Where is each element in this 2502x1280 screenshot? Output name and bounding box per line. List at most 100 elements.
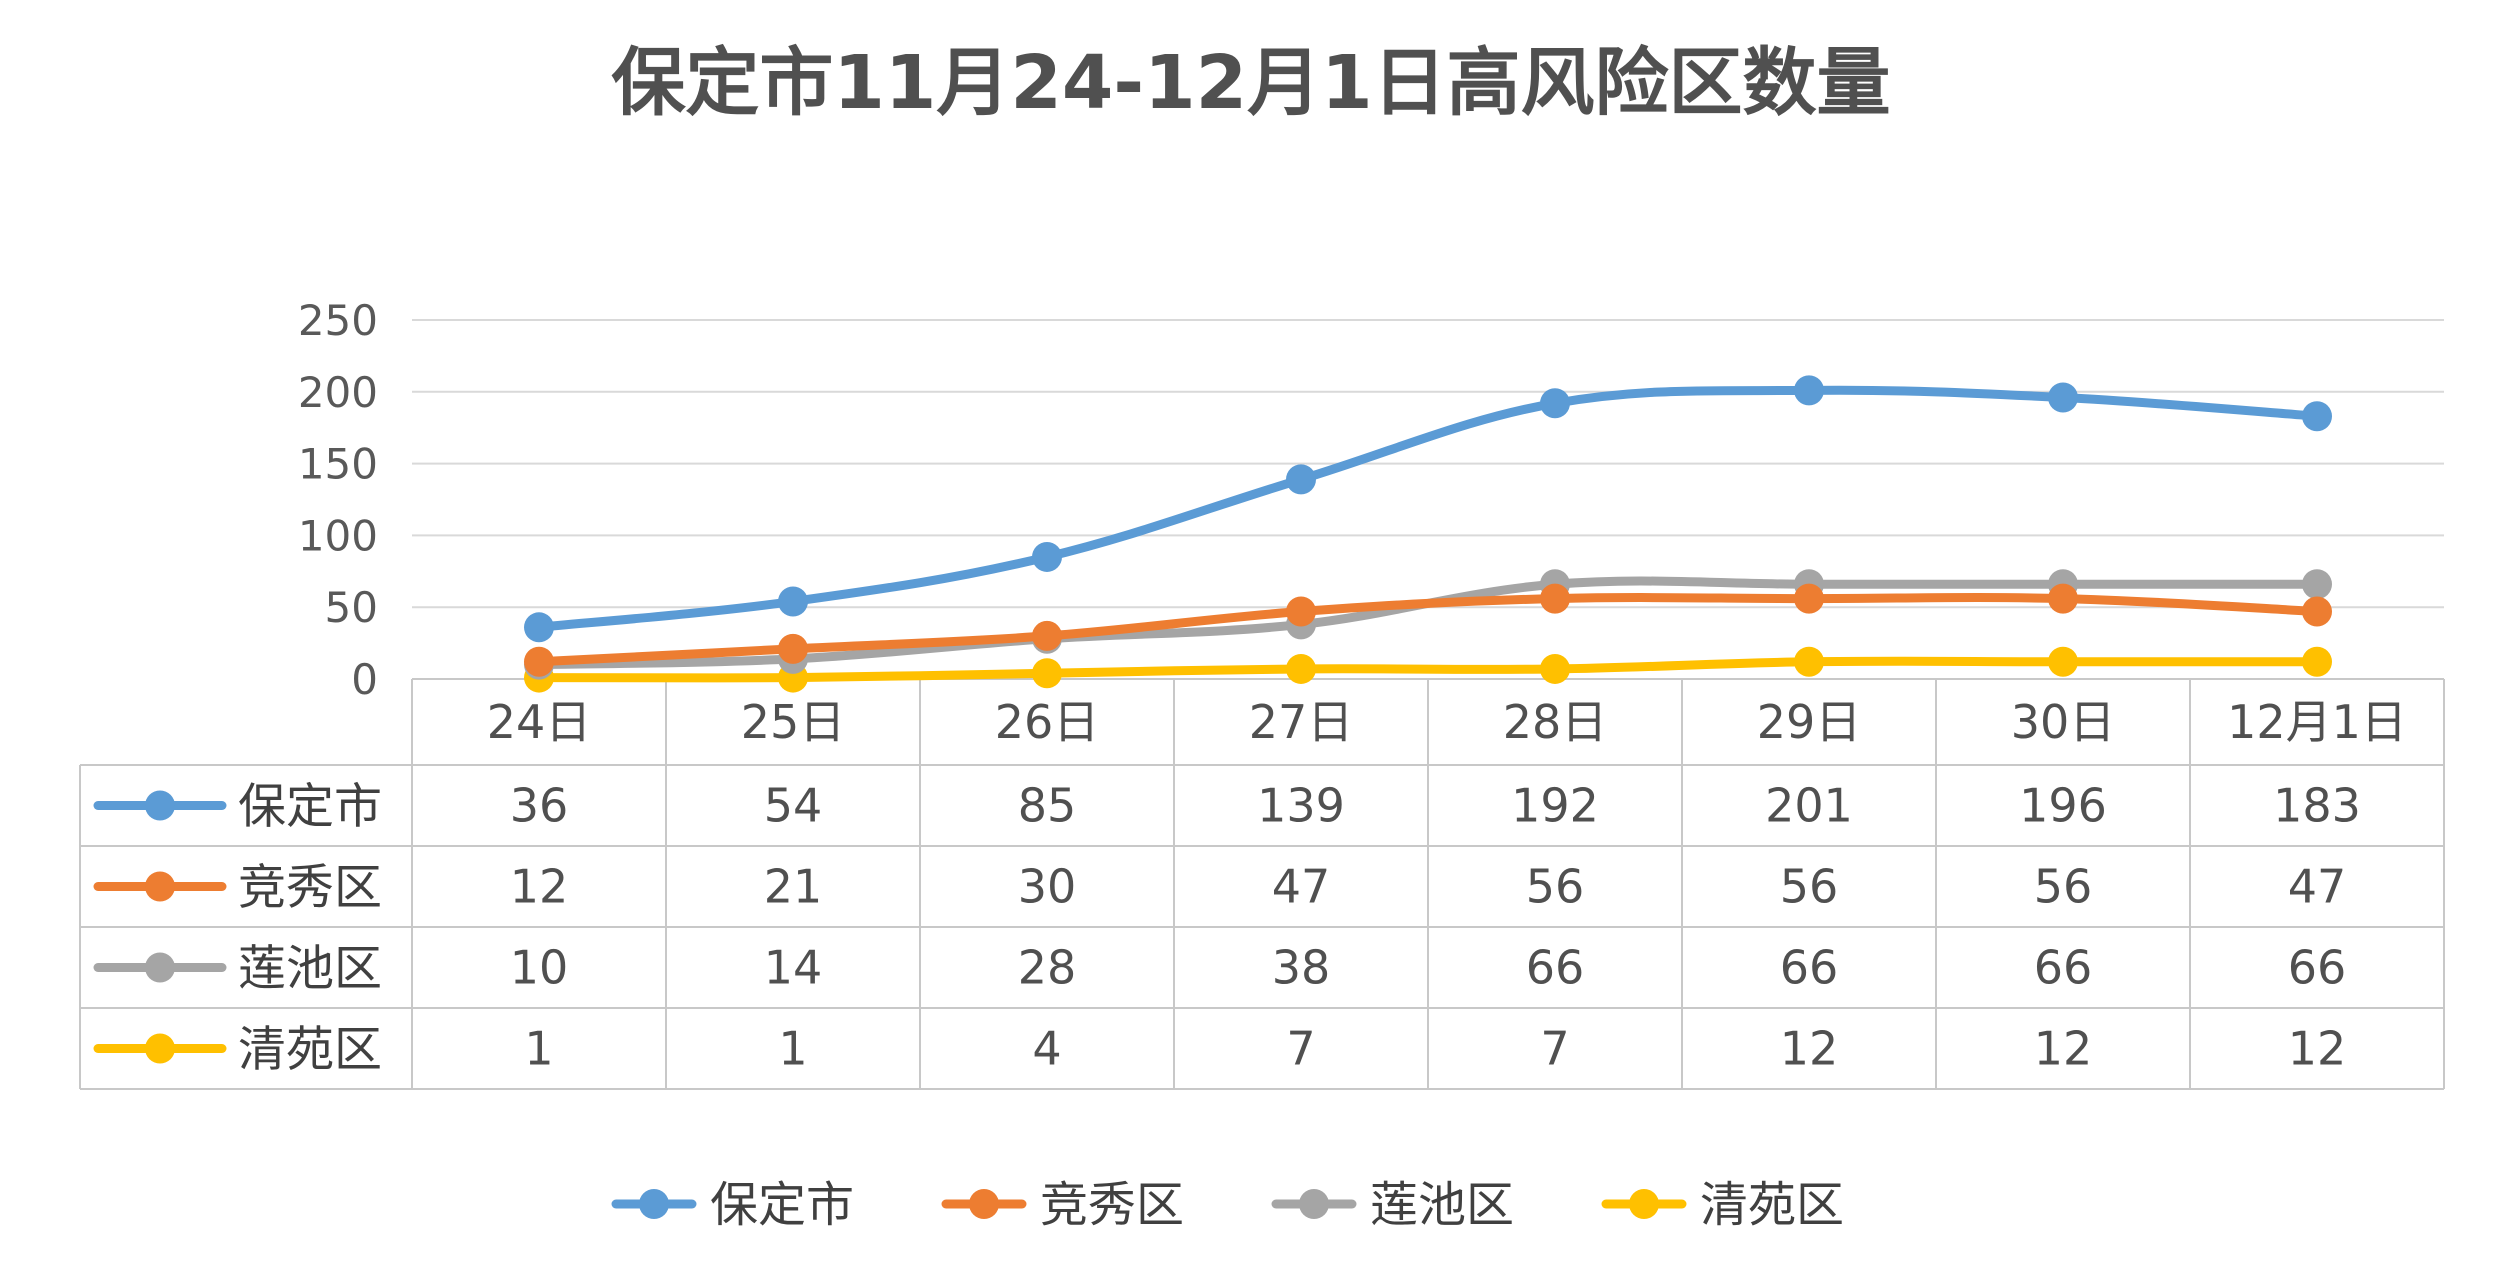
x-tick-label: 28日 (1503, 695, 1608, 749)
legend-label: 竞秀区 (1040, 1177, 1184, 1233)
data-point (2048, 583, 2078, 614)
data-cell: 21 (764, 860, 823, 914)
data-point (1540, 583, 1570, 614)
legend-item: 莲池区 (1271, 1177, 1514, 1233)
data-cell: 1 (524, 1022, 553, 1076)
data-cell: 14 (764, 941, 823, 995)
legend-key-marker (1629, 1189, 1659, 1219)
data-point (2048, 646, 2078, 677)
data-cell: 196 (2019, 779, 2107, 833)
data-cell: 47 (1272, 860, 1331, 914)
y-tick-label: 50 (325, 583, 378, 632)
series-line (534, 385, 2322, 632)
y-tick-label: 0 (351, 655, 378, 704)
row-legend-key-marker (145, 952, 175, 983)
data-cell: 7 (1286, 1022, 1315, 1076)
data-point (1032, 541, 1062, 572)
series-line (534, 656, 2322, 683)
data-cell: 7 (1540, 1022, 1569, 1076)
series-line (534, 593, 2322, 667)
data-point (1286, 653, 1316, 684)
data-cell: 56 (1526, 860, 1585, 914)
row-legend-key-marker (145, 871, 175, 902)
data-cell: 12 (510, 860, 569, 914)
data-cell: 12 (2288, 1022, 2347, 1076)
data-point (1286, 596, 1316, 627)
x-tick-label: 12月1日 (2227, 695, 2407, 749)
legend-label: 莲池区 (1370, 1177, 1514, 1233)
row-series-label: 莲池区 (238, 941, 382, 997)
data-point (2302, 646, 2332, 677)
x-tick-label: 26日 (995, 695, 1100, 749)
y-tick-label: 150 (298, 440, 378, 489)
data-cell: 36 (510, 779, 569, 833)
row-legend-key-marker (145, 790, 175, 821)
y-tick-label: 250 (298, 296, 378, 345)
y-tick-label: 100 (298, 511, 378, 560)
data-cell: 56 (1780, 860, 1839, 914)
legend-item: 清苑区 (1601, 1177, 1844, 1233)
data-point (524, 646, 554, 677)
legend-label: 保定市 (710, 1177, 854, 1233)
x-tick-label: 27日 (1249, 695, 1354, 749)
data-cell: 54 (764, 779, 823, 833)
gridlines (412, 319, 2444, 609)
data-point (2048, 382, 2078, 413)
x-tick-label: 25日 (741, 695, 846, 749)
data-cell: 66 (2288, 941, 2347, 995)
data-point (1286, 464, 1316, 495)
data-cell: 183 (2273, 779, 2361, 833)
data-cell: 192 (1511, 779, 1599, 833)
x-tick-label: 30日 (2011, 695, 2116, 749)
data-point (1794, 583, 1824, 614)
data-cell: 12 (2034, 1022, 2093, 1076)
data-point (1540, 653, 1570, 684)
data-point (524, 612, 554, 643)
x-tick-label: 29日 (1757, 695, 1862, 749)
data-point (1032, 658, 1062, 689)
data-cell: 66 (1780, 941, 1839, 995)
data-point (2302, 596, 2332, 627)
data-cell: 12 (1780, 1022, 1839, 1076)
data-cell: 85 (1018, 779, 1077, 833)
y-tick-label: 200 (298, 368, 378, 417)
legend: 保定市 竞秀区 莲池区 清苑区 (611, 1177, 1844, 1233)
data-cell: 201 (1765, 779, 1853, 833)
data-cell: 47 (2288, 860, 2347, 914)
data-cell: 28 (1018, 941, 1077, 995)
data-cell: 56 (2034, 860, 2093, 914)
data-point (2302, 569, 2332, 600)
data-cell: 66 (1526, 941, 1585, 995)
data-point (778, 633, 808, 664)
row-series-label: 保定市 (238, 779, 382, 835)
data-point (1794, 646, 1824, 677)
legend-label: 清苑区 (1700, 1177, 1844, 1233)
legend-item: 竞秀区 (941, 1177, 1184, 1233)
data-point (2302, 401, 2332, 432)
legend-item: 保定市 (611, 1177, 854, 1233)
data-cell: 139 (1257, 779, 1345, 833)
row-series-label: 竞秀区 (238, 860, 382, 916)
row-series-label: 清苑区 (238, 1022, 382, 1078)
legend-key-marker (969, 1189, 999, 1219)
y-axis-ticks: 0 50 100 150 200 250 (298, 296, 378, 704)
row-legend-key-marker (145, 1033, 175, 1064)
data-point (1540, 388, 1570, 419)
data-point (1032, 620, 1062, 651)
plot-area (524, 375, 2332, 693)
data-cell: 10 (510, 941, 569, 995)
series-竞秀区 (524, 583, 2332, 677)
data-cell: 38 (1272, 941, 1331, 995)
data-cell: 66 (2034, 941, 2093, 995)
legend-key-marker (1299, 1189, 1329, 1219)
data-point (1794, 375, 1824, 406)
x-tick-label: 24日 (487, 695, 592, 749)
data-cell: 30 (1018, 860, 1077, 914)
data-point (778, 586, 808, 617)
data-cell: 1 (778, 1022, 807, 1076)
legend-key-marker (639, 1189, 669, 1219)
data-cell: 4 (1032, 1022, 1061, 1076)
series-保定市 (524, 375, 2332, 643)
